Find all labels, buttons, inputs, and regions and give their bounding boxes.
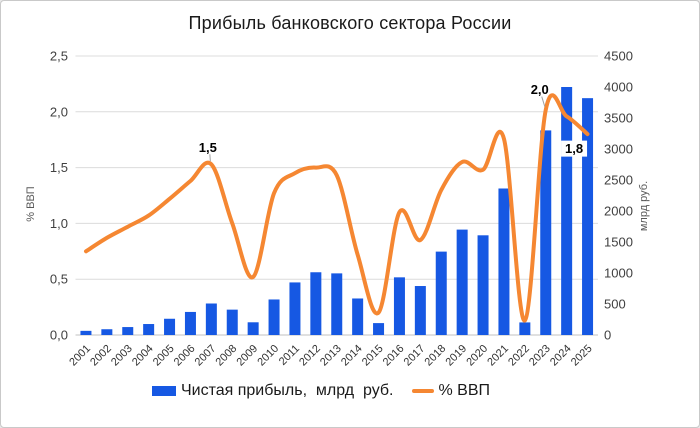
x-axis-label-2019: 2019 [443,343,469,369]
x-axis-label-2023: 2023 [527,343,553,369]
right-axis-tick: 3500 [604,111,633,126]
right-axis-tick: 4500 [604,49,633,64]
x-axis-label-2025: 2025 [569,343,595,369]
bar-2021 [498,188,510,335]
legend-item-net-profit: Чистая прибыль, млрд руб. [151,382,394,400]
bar-2018 [435,251,447,335]
right-axis-tick: 0 [604,328,611,343]
x-axis-label-2009: 2009 [234,343,260,369]
bar-2004 [143,324,155,335]
x-axis-label-2017: 2017 [402,343,428,369]
right-axis-tick: 4000 [604,80,633,95]
left-axis-tick: 1,0 [50,216,68,231]
annotation-1,5: 1,5 [199,140,217,155]
legend-bar-swatch [151,386,176,396]
x-axis-label-2007: 2007 [193,343,219,369]
x-axis-label-2001: 2001 [67,343,93,369]
bar-2007 [205,303,217,335]
x-axis-label-2008: 2008 [214,343,240,369]
annotation-leader [541,96,546,107]
bar-2010 [268,299,280,335]
x-axis-label-2011: 2011 [277,343,302,368]
bar-2006 [184,311,196,335]
x-axis-label-2013: 2013 [318,343,344,369]
bar-2015 [373,323,385,335]
right-axis-tick: 500 [604,297,626,312]
annotation-bg [561,140,588,157]
bar-2012 [310,272,322,335]
x-axis-label-2021: 2021 [485,343,511,369]
bar-2025 [582,98,594,335]
bar-2014 [352,298,364,335]
bar-2016 [393,277,405,335]
left-axis-title: % ВВП [25,186,37,222]
bar-2011 [289,282,301,335]
right-axis-tick: 2500 [604,173,633,188]
bar-2024 [561,87,573,335]
x-axis-label-2022: 2022 [506,343,532,369]
bar-2020 [477,235,489,335]
bar-2019 [456,229,468,335]
legend: Чистая прибыль, млрд руб. % ВВП [1,381,641,401]
bar-2001 [80,330,92,335]
left-axis-tick: 1,5 [50,160,68,175]
bar-2013 [331,273,343,335]
right-axis-tick: 1000 [604,266,633,281]
left-axis-tick: 2,0 [50,104,68,119]
right-axis-title: млрд руб. [638,181,650,231]
x-axis-label-2004: 2004 [130,343,156,369]
bar-2009 [247,322,259,335]
chart-title: Прибыль банковского сектора России [188,13,512,33]
x-axis-label-2020: 2020 [464,343,490,369]
x-axis-label-2005: 2005 [151,343,177,369]
x-axis-label-2015: 2015 [360,343,386,369]
right-axis-tick: 2000 [604,204,633,219]
bar-2003 [122,327,134,335]
x-axis-label-2010: 2010 [255,343,281,369]
right-axis-tick: 1500 [604,235,633,250]
annotation-leader [209,154,211,162]
bar-2008 [226,309,238,335]
x-axis-label-2014: 2014 [339,343,365,369]
annotation-2,0: 2,0 [531,82,549,97]
annotation-1,8: 1,8 [565,141,583,156]
left-axis-tick: 0,0 [50,328,68,343]
x-axis-label-2003: 2003 [109,343,135,369]
left-axis-tick: 2,5 [50,49,68,64]
x-axis-label-2012: 2012 [297,343,323,369]
legend-item-gdp: % ВВП [411,382,491,400]
x-axis-label-2016: 2016 [381,343,407,369]
bar-2023 [540,130,552,335]
legend-label-gdp: % ВВП [438,382,491,399]
x-axis-label-2024: 2024 [548,343,574,369]
right-axis-tick: 3000 [604,142,633,157]
gdp-line [84,93,590,323]
bar-2005 [164,318,176,335]
bar-2017 [414,286,426,335]
left-axis-tick: 0,5 [50,272,68,287]
legend-label-net-profit: Чистая прибыль, млрд руб. [180,382,394,399]
bar-2022 [519,322,531,335]
x-axis-label-2006: 2006 [172,343,198,369]
x-axis-label-2002: 2002 [88,343,114,369]
x-axis-label-2018: 2018 [423,343,449,369]
bar-2002 [101,329,113,335]
legend-line-swatch [411,389,434,393]
